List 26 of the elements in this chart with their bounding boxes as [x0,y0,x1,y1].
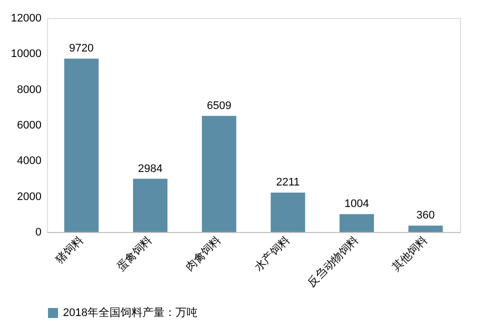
x-tick-label: 猪饲料 [53,234,86,266]
bar [202,116,236,232]
y-tick-label: 4000 [17,155,42,168]
data-label: 1004 [344,198,369,210]
y-tick-label: 2000 [17,190,42,203]
legend-label: 2018年全国饲料产量：万吨 [63,306,198,319]
bar [340,214,374,232]
y-tick-label: 12000 [10,12,42,24]
x-tick-label: 反刍动物饲料 [305,234,361,290]
y-tick-label: 6000 [17,120,42,132]
x-tick-label: 肉禽饲料 [183,234,224,274]
data-label: 360 [416,210,435,222]
y-tick-label: 10000 [10,48,42,60]
data-label: 2984 [138,162,162,175]
y-tick-label: 8000 [17,84,42,96]
bar [270,192,306,232]
data-label: 9720 [69,42,94,55]
x-tick-label: 其他饲料 [390,234,430,274]
data-label: 2211 [276,176,300,189]
bar [408,226,443,232]
x-tick-label: 蛋禽饲料 [114,234,154,274]
y-tick-label: 0 [35,226,42,238]
bar [64,58,99,232]
bar [133,178,168,232]
data-label: 6509 [206,100,232,112]
x-tick-label: 水产饲料 [252,234,292,274]
